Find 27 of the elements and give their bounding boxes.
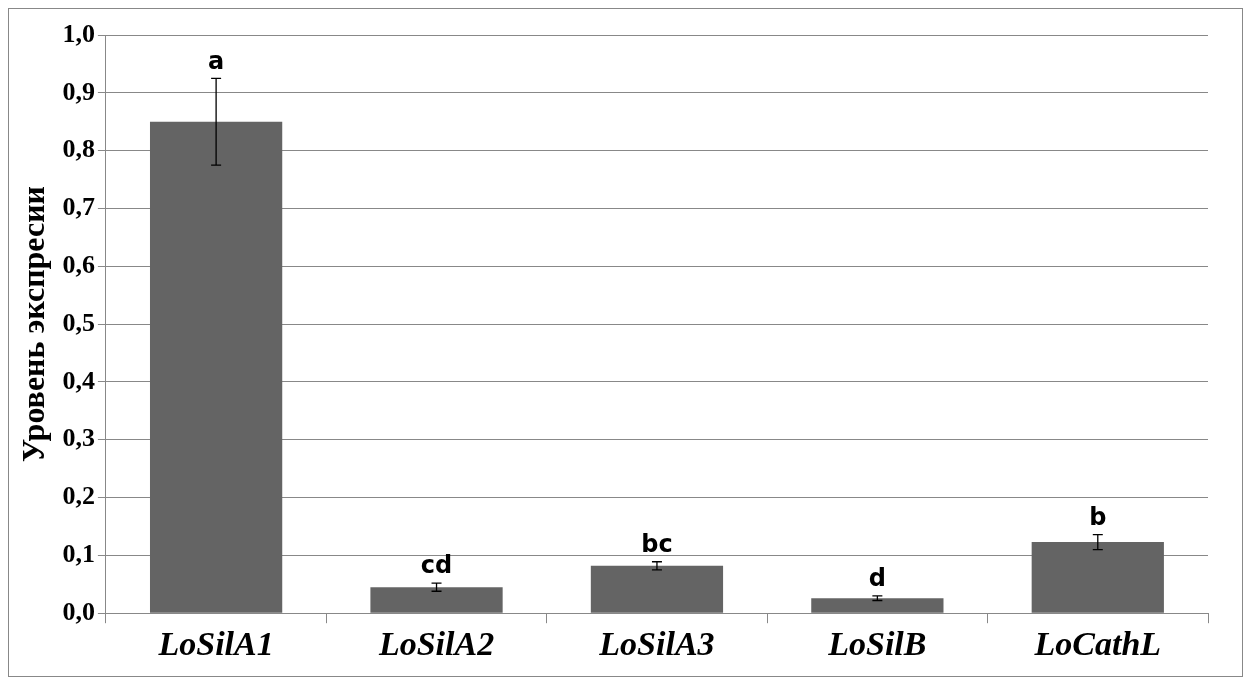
y-tick-label: 0,6 [62, 250, 95, 279]
annotation: b [1089, 502, 1107, 531]
annotation: a [208, 46, 225, 75]
annotation: d [868, 564, 886, 593]
y-axis-title: Уровень экспресии [15, 185, 52, 463]
bar [370, 587, 503, 613]
y-tick-label: 0,1 [62, 539, 95, 569]
annotation: cd [420, 551, 453, 580]
bar [149, 121, 283, 613]
y-tick-label: 0,7 [62, 192, 95, 222]
bar [1031, 542, 1164, 613]
x-tick-label: LoSilA3 [598, 625, 715, 663]
y-tick-label: 0,5 [62, 307, 95, 337]
annotation: bc [641, 529, 673, 558]
x-tick-label: LoSilB [827, 625, 927, 663]
y-tick-label: 0,8 [62, 134, 95, 164]
y-tick-label: 1,0 [62, 18, 95, 48]
y-tick-label: 0,2 [62, 481, 95, 511]
y-tick-label: 0,0 [62, 596, 95, 626]
x-tick-label: LoSilA1 [157, 625, 274, 663]
y-tick-label: 0,3 [62, 423, 95, 453]
x-tick-label: LoCathL [1033, 625, 1162, 663]
y-tick-label: 0,4 [62, 365, 95, 395]
bar [811, 598, 944, 613]
y-tick-label: 0,9 [62, 76, 95, 106]
bar [590, 565, 724, 613]
x-tick-label: LoSilA2 [377, 625, 495, 663]
